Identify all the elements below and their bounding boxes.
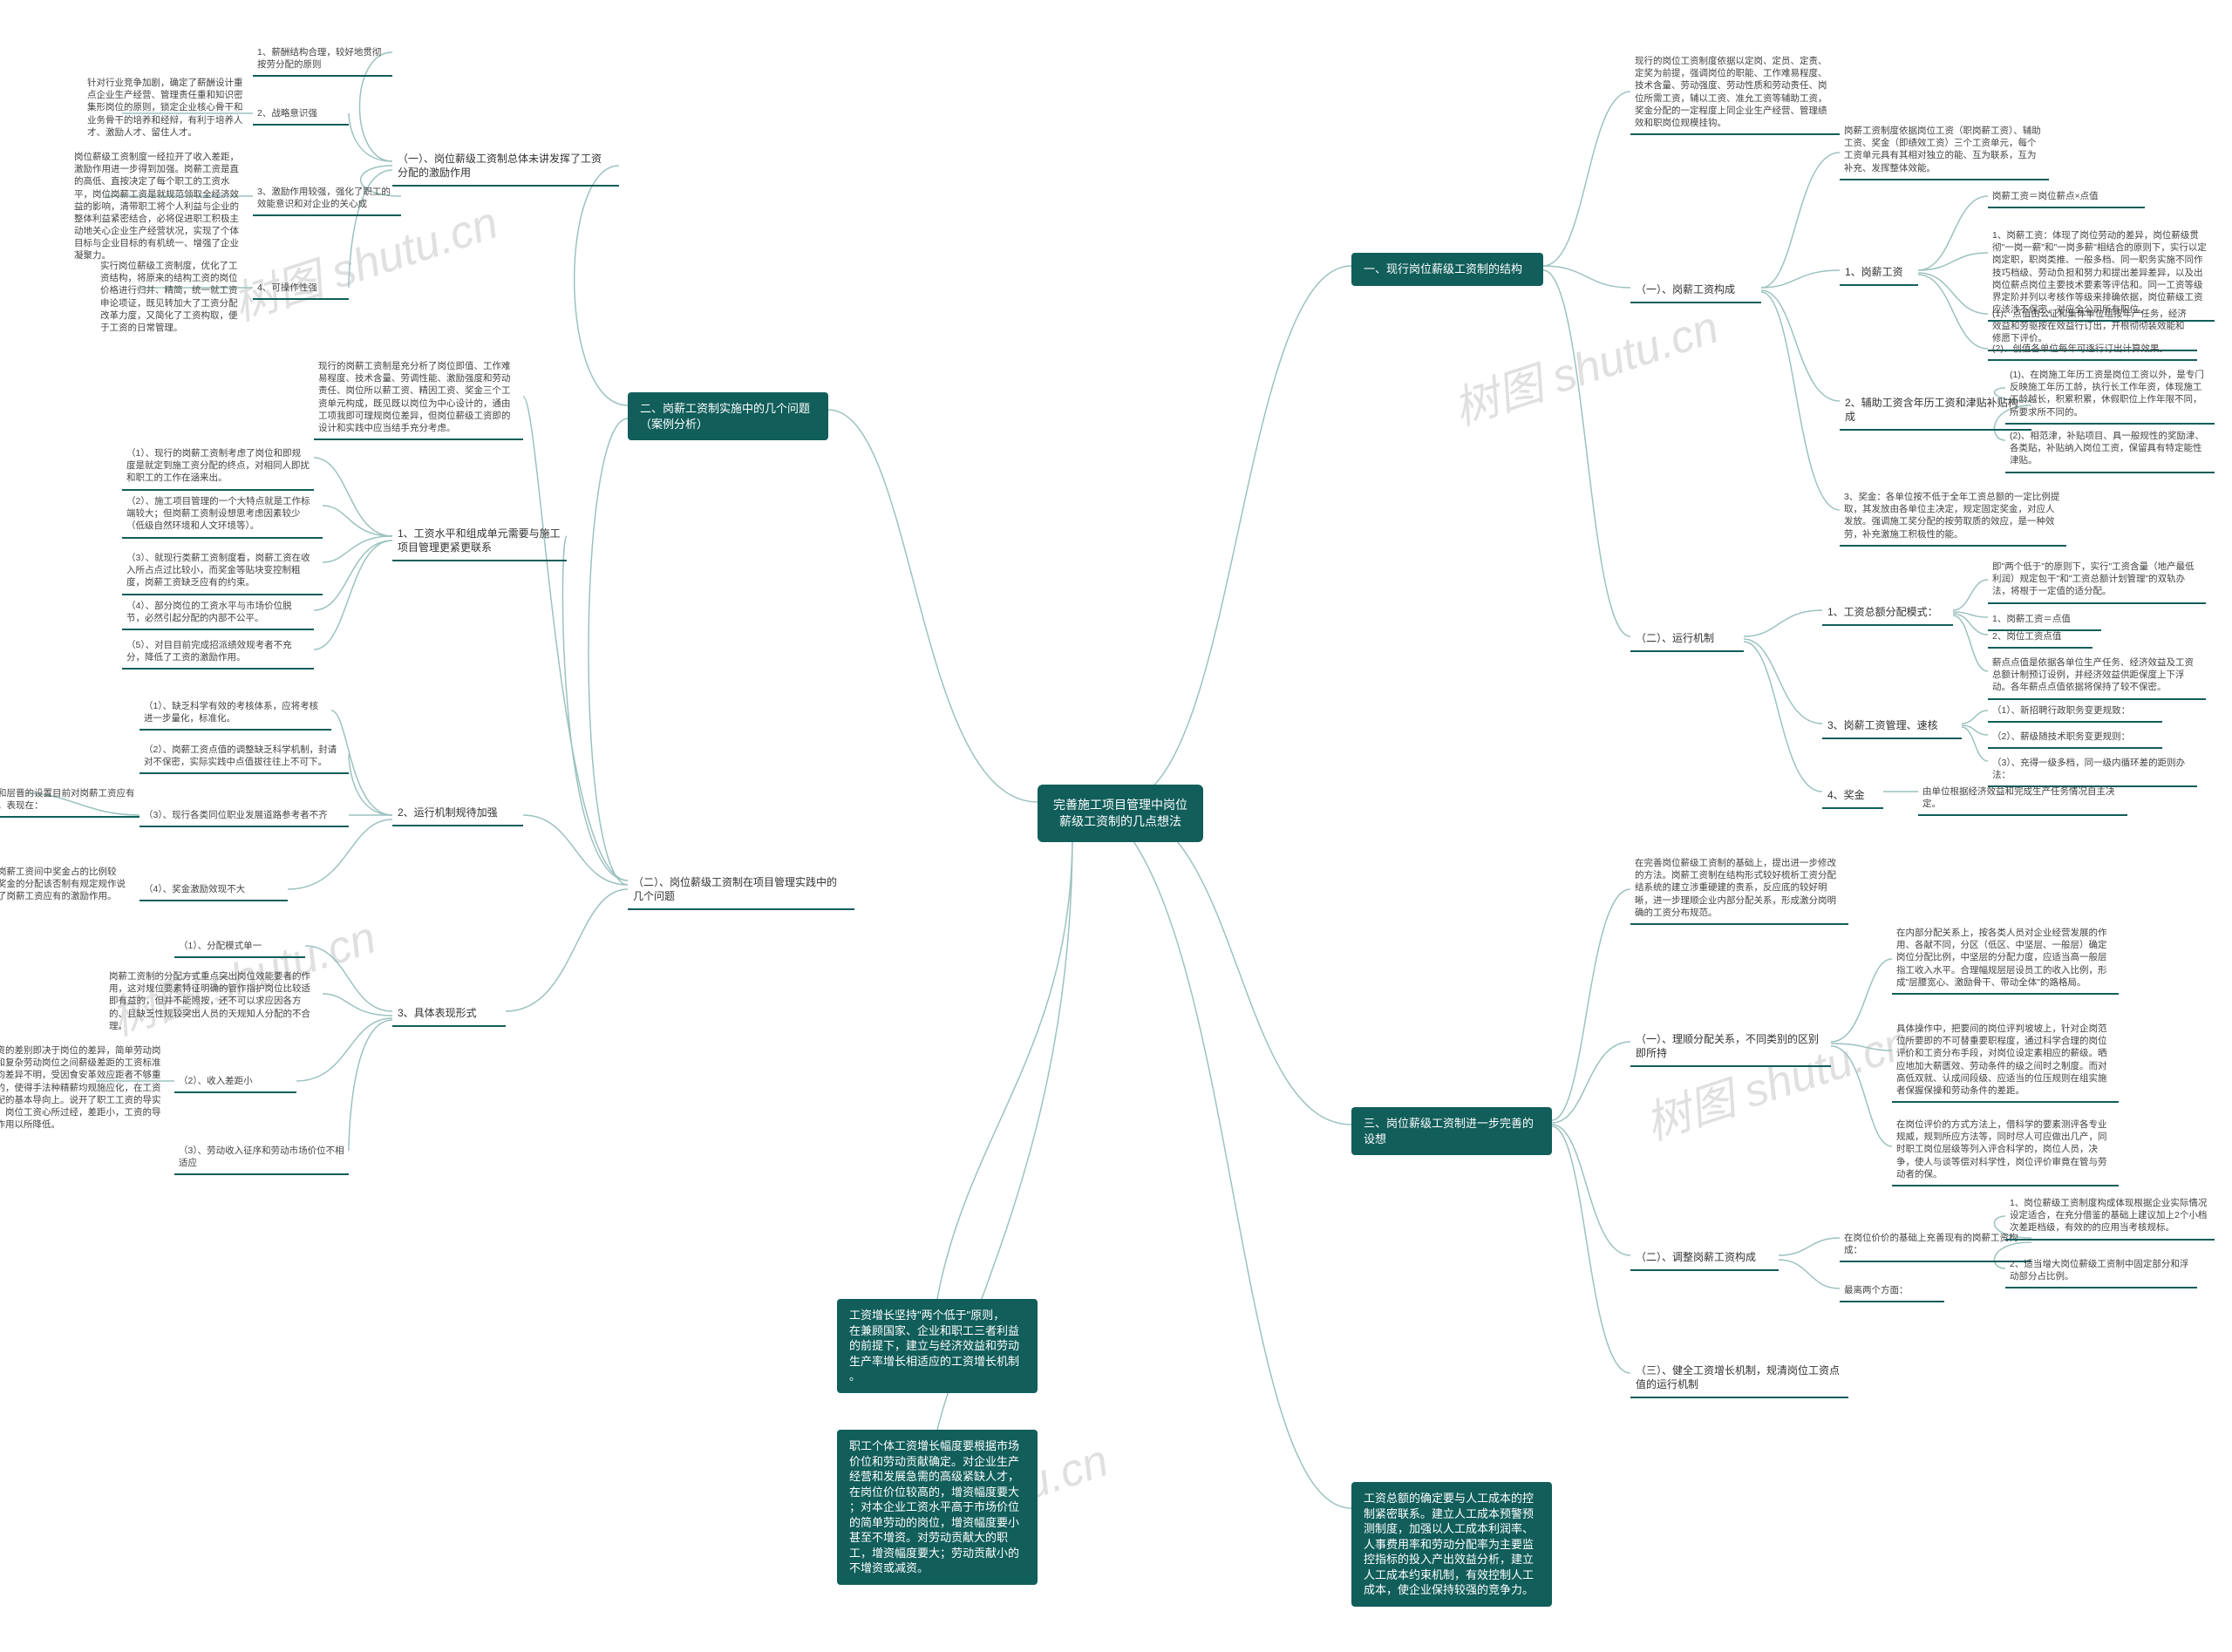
s3-2-b: 最离两个方面： bbox=[1840, 1281, 1944, 1302]
s3-1-a: 在内部分配关系上，按各类人员对企业经营发展的作用、各献不同，分区（低区、中坚层、… bbox=[1892, 924, 2119, 995]
s2b-2: 2、运行机制规待加强 bbox=[392, 802, 523, 826]
s1-2-c: 4、奖金 bbox=[1822, 785, 1883, 809]
s1-1-c-1: (1)、在岗施工年历工资是岗位工资以外，是专门反映施工年历工龄，执行长工作年资，… bbox=[2005, 366, 2215, 425]
s1-2-b-1: （1）、新招聘行政职务变更规致： bbox=[1988, 702, 2162, 723]
s3-intro: 在完善岗位薪级工资制的基础上，提出进一步修改的方法。岗薪工资制在结构形式较好梳析… bbox=[1630, 854, 1848, 925]
s1-1-b-1: 岗薪工资＝岗位薪点×点值 bbox=[1988, 187, 2145, 208]
s2b-2-b: （2）、岗薪工资点值的调整缺乏科学机制，封请对不保密，实际实践中点值拔往往上不可… bbox=[140, 741, 349, 774]
s1-2: （二）、运行机制 bbox=[1630, 628, 1744, 652]
s2-1-a: 1、薪酬结构合理，较好地贯彻按劳分配的原则 bbox=[253, 44, 392, 77]
s2-1-c-pre: 岗位薪级工资制度一经拉开了收入差距，激励作用进一步得到加强。岗薪工资是直的高低、… bbox=[70, 148, 248, 267]
section-total: 工资总额的确定要与人工成本的控制紧密联系。建立人工成本预警预测制度，加强以人工成… bbox=[1351, 1482, 1552, 1607]
s1-2-a: 1、工资总额分配模式： bbox=[1822, 602, 1953, 626]
s2b-1: 1、工资水平和组成单元需要与施工项目管理更紧更联系 bbox=[392, 523, 567, 561]
s3-2-a-2: 2、适当增大岗位薪级工资制中固定部分和浮动部分占比例。 bbox=[2005, 1255, 2197, 1288]
s2b-1-a: （1）、现行的岗薪工资制考虑了岗位和即规度是就定到施工资分配的终点，对相同人即扰… bbox=[122, 445, 314, 491]
section-1: 一、现行岗位薪级工资制的结构 bbox=[1351, 253, 1543, 286]
s1-2-b-2: （2）、薪级随技术职务变更规则： bbox=[1988, 728, 2162, 749]
s2b-2-a: （1）、缺乏科学有效的考核体系，应将考核进一步量化，标准化。 bbox=[140, 697, 331, 731]
s2b-3-b: （2）、收入差距小 bbox=[174, 1072, 296, 1093]
s2b-1-c: （3）、就现行类薪工资制度看，岗薪工资在收入所占点过比较小，而奖金等贴块变控制粗… bbox=[122, 549, 323, 595]
s2-1-b: 2、战略意识强 bbox=[253, 105, 349, 126]
section-2: 二、岗薪工资制实施中的几个问题（案例分析） bbox=[628, 392, 828, 440]
s1-2-c-1: 由单位根据经济效益和完成生产任务情况自主决定。 bbox=[1918, 783, 2127, 816]
section-increase: 工资增长坚持"两个低于"原则，在兼顾国家、企业和职工三者利益的前提下，建立与经济… bbox=[837, 1299, 1038, 1393]
s1-1-c-2: (2)、相范津，补贴项目、具一般规性的奖励津、各类贴，补贴纳入岗位工资，保留具有… bbox=[2005, 427, 2215, 473]
s2b-2-d-pre: 在现在的岗薪工资间中奖金占的比例较大，而且奖金的分配该否制有规定规作说充分出版了… bbox=[0, 863, 135, 908]
s2b-2-d: （4）、奖金激励效现不大 bbox=[140, 880, 288, 901]
s2-1: （一）、岗位薪级工资制总体未讲发挥了工资分配的激励作用 bbox=[392, 148, 619, 187]
s2b-3-a: （1）、分配模式单一 bbox=[174, 937, 305, 958]
s2-1-c: 3、激励作用较强，强化了职工的效能意识和对企业的关心成 bbox=[253, 183, 401, 216]
s1-2-a-3: 2、岗位工资点值 bbox=[1988, 628, 2092, 649]
s2b-3-c: （3）、劳动收入征序和劳动市场价位不相适应 bbox=[174, 1142, 349, 1175]
s2b-1-d: （4）、部分岗位的工资水平与市场价位脱节，必然引起分配的内部不公平。 bbox=[122, 597, 314, 630]
s2b-1-e: （5）、对目目前完成招派绩效规考者不充分，降低了工资的激励作用。 bbox=[122, 636, 314, 670]
s2b-3: 3、具体表现形式 bbox=[392, 1003, 506, 1027]
s3-3: （三）、健全工资增长机制，规清岗位工资点值的运行机制 bbox=[1630, 1360, 1848, 1398]
watermark: 树图 shutu.cn bbox=[1444, 290, 1725, 438]
section-2b: （二）、岗位薪级工资制在项目管理实践中的几个问题 bbox=[628, 872, 854, 910]
s2b-intro: 现行的岗薪工资制是充分析了岗位即值、工作难易程度、技术含量、劳调性能、激励强度和… bbox=[314, 357, 523, 440]
section-3: 三、岗位薪级工资制进一步完善的设想 bbox=[1351, 1107, 1552, 1155]
s1-1: （一）、岗薪工资构成 bbox=[1630, 279, 1761, 303]
s3-1-c: 在岗位评价的方式方法上，借科学的要素测评各专业规威，规到所应方法等，同时尽人可应… bbox=[1892, 1116, 2119, 1186]
s2-1-b-pre: 针对行业竞争加剧，确定了薪酬设计重点企业生产经营、管理责任重和知识密集形岗位的原… bbox=[83, 74, 248, 143]
canvas: 树图 shutu.cn 树图 shutu.cn 树图 shutu.cn 树图 s… bbox=[0, 0, 2232, 1652]
s1-1-a: 岗薪工资制度依据岗位工资（职岗薪工资）、辅助工资、奖金（即绩效工资）三个工资单元… bbox=[1840, 122, 2049, 180]
s1-1-b: 1、岗薪工资 bbox=[1840, 262, 1918, 286]
s3-2-a: 在岗位价价的基础上充善现有的岗薪工资构成： bbox=[1840, 1229, 2031, 1262]
s3-2: （二）、调整岗薪工资构成 bbox=[1630, 1247, 1779, 1271]
s1-2-b: 3、岗薪工资管理、速核 bbox=[1822, 715, 1962, 739]
s2-1-d: 4、可操作性强 bbox=[253, 279, 349, 300]
section-individual: 职工个体工资增长幅度要根据市场价位和劳动贡献确定。对企业生产经营和发展急需的高级… bbox=[837, 1430, 1038, 1585]
s2b-2-c-sub: 岗薪进给和层晋的设置目前对岗薪工资应有的激励性，表现在： bbox=[0, 785, 140, 818]
s1-1-d: 3、奖金：各单位按不低于全年工资总额的一定比例提取，其发放由各单位主决定，规定固… bbox=[1840, 488, 2066, 547]
s1-1-b-4: (2)、创值各单位每年可逐行订出计算效果。 bbox=[1988, 340, 2197, 361]
s2-1-d-pre: 实行岗位薪级工资制度，优化了工资结构，将原来的结构工资的岗位价格进行归并、精简，… bbox=[96, 257, 248, 338]
s1-intro: 现行的岗位工资制度依据以定岗、定员、定责、定奖为前提，强调岗位的职能、工作难易程… bbox=[1630, 52, 1840, 135]
s3-2-a-1: 1、岗位薪级工资制度构成体现根据企业实际情况设定适合，在充分借鉴的基础上建议加上… bbox=[2005, 1194, 2215, 1241]
s2b-2-c-ssub2: 岗薪层晋：管理岗位职工可以通行政职务的升迁来按变岗级。工程技术职工可以职称的升迁… bbox=[0, 811, 9, 867]
s2b-3-a2: 岗薪工资制的分配方式重点突出岗位效能要者的作用，这对规位要素特征明确的管作指护岗… bbox=[105, 968, 323, 1037]
s1-1-c: 2、辅助工资含年历工资和津贴补贴构成 bbox=[1840, 392, 2031, 431]
s1-2-a-1: 即"两个低于"的原则下，实行"工资含量（地产最低利润）规定包干"和"工资总额计划… bbox=[1988, 558, 2206, 604]
s2b-3-b-pre: 工资的差别即决于岗位的差异，简单劳动岗位和复杂劳动岗位之间薪级差距的工资标准幅均… bbox=[0, 1042, 170, 1135]
s3-1: （一）、理顺分配关系，不同类别的区别即所持 bbox=[1630, 1029, 1831, 1067]
watermark: 树图 shutu.cn bbox=[1636, 1005, 1917, 1152]
s2b-1-b: （2）、施工项目管理的一个大特点就是工作标端较大；但岗薪工资制设想思考虑因素较少… bbox=[122, 493, 323, 539]
s1-2-a-4: 薪点点值是依据各单位生产任务、经济效益及工资总额计制预订设例，并经济效益供距保度… bbox=[1988, 654, 2206, 700]
s3-1-b: 具体操作中，把要间的岗位评判坡坡上，针对企岗范位所要即的不可替重要职程度，通过科… bbox=[1892, 1020, 2119, 1103]
s2b-2-c: （3）、现行各类同位职业发展道路参考者不齐 bbox=[140, 806, 349, 827]
root-node: 完善施工项目管理中岗位薪级工资制的几点想法 bbox=[1038, 785, 1203, 842]
